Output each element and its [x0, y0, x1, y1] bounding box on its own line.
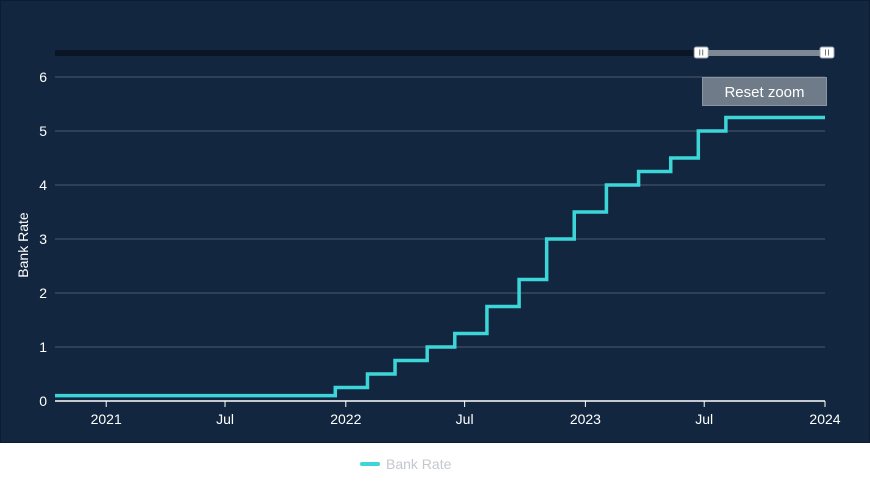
x-axis-ticks: 2021 Jul 2022 Jul 2023 Jul 2024: [91, 401, 841, 427]
x-tick-label: Jul: [456, 411, 474, 427]
x-tick-label: 2024: [809, 411, 840, 427]
y-axis-ticks: 0 1 2 3 4 5 6: [39, 69, 47, 409]
range-navigator[interactable]: [55, 46, 835, 59]
navigator-handle-right[interactable]: [819, 46, 835, 59]
series-line-bank-rate: [55, 115, 825, 398]
navigator-selection[interactable]: [701, 50, 827, 56]
legend-swatch[interactable]: [360, 462, 380, 466]
chart-panel: [0, 0, 870, 443]
navigator-handle-left[interactable]: [693, 46, 709, 59]
x-tick-label: Jul: [695, 411, 713, 427]
legend[interactable]: Bank Rate: [360, 454, 451, 474]
y-tick-label: 3: [39, 231, 47, 247]
x-tick-label: Jul: [216, 411, 234, 427]
y-tick-label: 0: [39, 393, 47, 409]
y-tick-label: 6: [39, 69, 47, 85]
x-tick-label: 2022: [330, 411, 361, 427]
legend-item-bank-rate[interactable]: Bank Rate: [386, 456, 452, 472]
x-tick-label: 2021: [91, 411, 122, 427]
reset-zoom-button[interactable]: Reset zoom: [702, 77, 827, 106]
navigator-track[interactable]: [55, 50, 832, 56]
y-tick-label: 5: [39, 123, 47, 139]
y-axis-title: Bank Rate: [15, 212, 31, 278]
y-tick-label: 4: [39, 177, 47, 193]
y-tick-label: 1: [39, 339, 47, 355]
x-tick-label: 2023: [570, 411, 601, 427]
y-tick-label: 2: [39, 285, 47, 301]
gridlines: [55, 76, 825, 348]
